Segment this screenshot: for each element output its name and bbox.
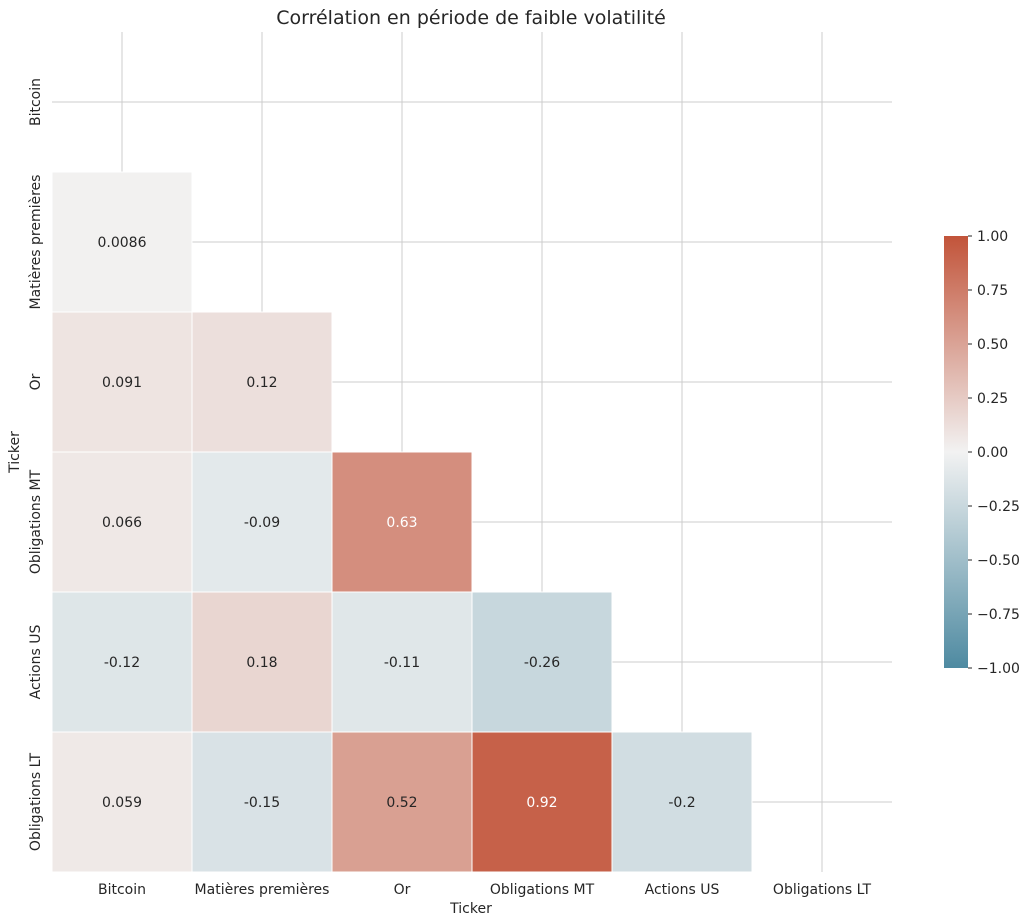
cell-value-label: -0.11 bbox=[384, 655, 420, 671]
cell-value-label: -0.15 bbox=[244, 795, 280, 811]
heatmap-cell bbox=[471, 731, 613, 873]
cell-value-label: 0.059 bbox=[102, 795, 142, 811]
x-tick-label: Obligations LT bbox=[773, 882, 872, 898]
heatmap-cell bbox=[611, 731, 753, 873]
chart-title: Corrélation en période de faible volatil… bbox=[276, 7, 666, 29]
x-tick-label: Actions US bbox=[645, 882, 720, 898]
cell-value-label: -0.2 bbox=[668, 795, 695, 811]
cell-value-label: 0.0086 bbox=[98, 235, 147, 251]
colorbar-tick-label: −0.25 bbox=[977, 499, 1020, 515]
heatmap-cell bbox=[471, 591, 613, 733]
colorbar-tick-label: −0.50 bbox=[977, 553, 1020, 569]
y-tick-label: Bitcoin bbox=[28, 78, 44, 126]
y-tick-label: Obligations LT bbox=[28, 752, 44, 851]
heatmap-cell bbox=[191, 311, 333, 453]
cell-value-label: 0.18 bbox=[246, 655, 277, 671]
cell-value-label: 0.52 bbox=[386, 795, 417, 811]
cell-value-label: -0.26 bbox=[524, 655, 560, 671]
colorbar: 1.00 0.75 0.50 0.25 0.00 −0.25 −0.50 −0.75 −1.00 bbox=[944, 229, 1020, 677]
cell-value-label: 0.92 bbox=[526, 795, 557, 811]
colorbar-tick-label: 0.00 bbox=[977, 445, 1008, 461]
cell-value-label: 0.12 bbox=[246, 375, 277, 391]
heatmap-cell bbox=[191, 591, 333, 733]
colorbar-tick-label: −1.00 bbox=[977, 661, 1020, 677]
cell-value-label: 0.63 bbox=[386, 515, 417, 531]
x-tick-label: Obligations MT bbox=[490, 882, 595, 898]
cell-value-label: 0.066 bbox=[102, 515, 142, 531]
x-tick-label: Matières premières bbox=[195, 882, 330, 898]
colorbar-gradient bbox=[944, 236, 968, 668]
x-tick-label: Bitcoin bbox=[98, 882, 146, 898]
y-tick-labels: Bitcoin Matières premières Or Obligations M… bbox=[28, 78, 44, 851]
cell-value-label: 0.091 bbox=[102, 375, 142, 391]
x-axis-title: Ticker bbox=[449, 901, 492, 917]
heatmap-cell bbox=[51, 591, 193, 733]
heatmap-cell bbox=[51, 171, 193, 313]
colorbar-tick-label: 0.50 bbox=[977, 337, 1008, 353]
heatmap-cell bbox=[51, 451, 193, 593]
x-tick-labels: Bitcoin Matières premières Or Obligations M… bbox=[98, 882, 872, 898]
cell-value-label: -0.09 bbox=[244, 515, 280, 531]
heatmap-cell bbox=[191, 731, 333, 873]
heatmap-cell bbox=[331, 731, 473, 873]
colorbar-tick-label: 0.75 bbox=[977, 283, 1008, 299]
y-tick-label: Matières premières bbox=[28, 175, 44, 310]
colorbar-tick-label: 1.00 bbox=[977, 229, 1008, 245]
y-tick-label: Actions US bbox=[28, 625, 44, 700]
heatmap-cell bbox=[51, 731, 193, 873]
y-tick-label: Or bbox=[28, 373, 44, 390]
colorbar-tick-label: −0.75 bbox=[977, 607, 1020, 623]
y-axis-title: Ticker bbox=[7, 431, 23, 474]
x-tick-label: Or bbox=[394, 882, 411, 898]
colorbar-tick-label: 0.25 bbox=[977, 391, 1008, 407]
y-tick-label: Obligations MT bbox=[28, 469, 44, 574]
heatmap-cell bbox=[191, 451, 333, 593]
heatmap-cell bbox=[51, 311, 193, 453]
heatmap-cell-labels: 0.0086 0.091 0.12 0.066 -0.09 0.63 -0.12 0.18 -0… bbox=[98, 235, 696, 811]
cell-value-label: -0.12 bbox=[104, 655, 140, 671]
heatmap-cells bbox=[51, 171, 753, 873]
heatmap-cell bbox=[331, 591, 473, 733]
